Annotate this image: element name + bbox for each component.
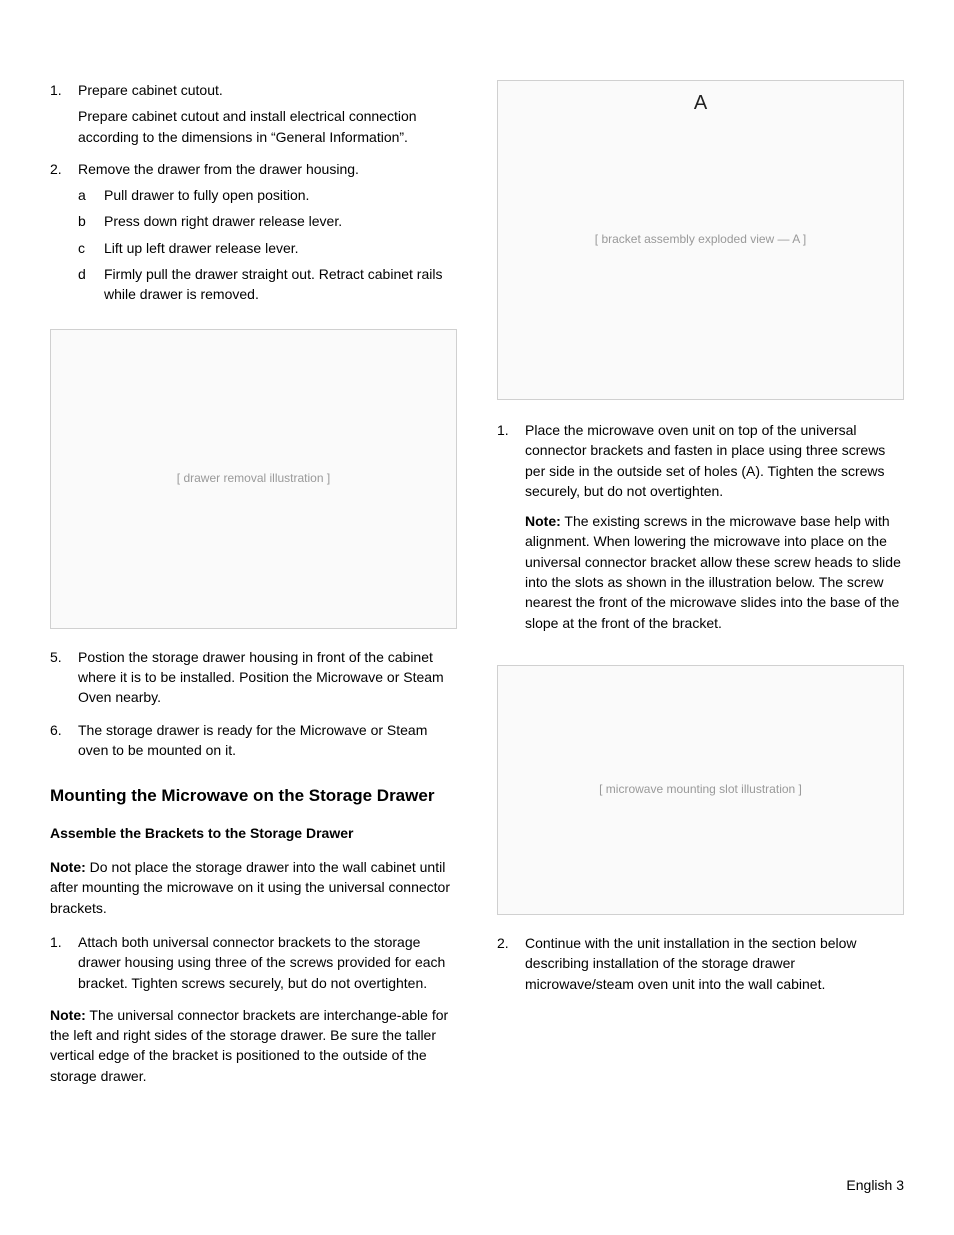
step-number: 1. xyxy=(497,420,525,647)
substep-letter: c xyxy=(78,238,104,258)
bracket-steps-list: 1. Attach both universal connector brack… xyxy=(50,932,457,993)
step-body: Remove the drawer from the drawer housin… xyxy=(78,159,457,311)
step-number: 1. xyxy=(50,80,78,147)
step-number: 1. xyxy=(50,932,78,993)
note-text: Do not place the storage drawer into the… xyxy=(50,859,450,916)
figure-alt-text: [ drawer removal illustration ] xyxy=(177,470,330,487)
substep-letter: d xyxy=(78,264,104,305)
step-subtext: Prepare cabinet cutout and install elect… xyxy=(78,106,457,147)
list-item: a Pull drawer to fully open position. xyxy=(78,185,457,205)
note-text: The existing screws in the microwave bas… xyxy=(525,513,901,630)
list-item: b Press down right drawer release lever. xyxy=(78,211,457,231)
subsection-heading: Assemble the Brackets to the Storage Dra… xyxy=(50,823,457,843)
step-text: Postion the storage drawer housing in fr… xyxy=(78,647,457,708)
section-heading: Mounting the Microwave on the Storage Dr… xyxy=(50,784,457,809)
step-body: Place the microwave oven unit on top of … xyxy=(525,420,904,647)
substep-text: Lift up left drawer release lever. xyxy=(104,238,457,258)
list-item: 5. Postion the storage drawer housing in… xyxy=(50,647,457,708)
step-number: 5. xyxy=(50,647,78,708)
list-item: 1. Attach both universal connector brack… xyxy=(50,932,457,993)
substep-letter: a xyxy=(78,185,104,205)
right-column: A [ bracket assembly exploded view — A ]… xyxy=(497,80,904,1100)
position-steps-list: 5. Postion the storage drawer housing in… xyxy=(50,647,457,760)
list-item: 2. Continue with the unit installation i… xyxy=(497,933,904,994)
substep-text: Firmly pull the drawer straight out. Ret… xyxy=(104,264,457,305)
slot-alignment-figure: [ microwave mounting slot illustration ] xyxy=(497,665,904,915)
bracket-assembly-figure: A [ bracket assembly exploded view — A ] xyxy=(497,80,904,400)
step-number: 2. xyxy=(50,159,78,311)
note-paragraph: Note: The universal connector brackets a… xyxy=(50,1005,457,1086)
list-item: 2. Remove the drawer from the drawer hou… xyxy=(50,159,457,311)
note-label: Note: xyxy=(50,859,86,875)
step-body: Prepare cabinet cutout. Prepare cabinet … xyxy=(78,80,457,147)
step-text: Remove the drawer from the drawer housin… xyxy=(78,161,359,177)
step-number: 6. xyxy=(50,720,78,761)
mount-steps-list: 1. Place the microwave oven unit on top … xyxy=(497,420,904,647)
list-item: 1. Prepare cabinet cutout. Prepare cabin… xyxy=(50,80,457,147)
note-text: The universal connector brackets are int… xyxy=(50,1007,448,1084)
list-item: d Firmly pull the drawer straight out. R… xyxy=(78,264,457,305)
list-item: 1. Place the microwave oven unit on top … xyxy=(497,420,904,647)
step-text: Continue with the unit installation in t… xyxy=(525,933,904,994)
list-item: c Lift up left drawer release lever. xyxy=(78,238,457,258)
substep-letter: b xyxy=(78,211,104,231)
note-paragraph: Note: The existing screws in the microwa… xyxy=(525,511,904,633)
drawer-removal-figure: [ drawer removal illustration ] xyxy=(50,329,457,629)
list-item: 6. The storage drawer is ready for the M… xyxy=(50,720,457,761)
figure-alt-text: [ microwave mounting slot illustration ] xyxy=(599,781,802,798)
page-footer: English 3 xyxy=(846,1175,904,1195)
step-number: 2. xyxy=(497,933,525,994)
figure-alt-text: [ bracket assembly exploded view — A ] xyxy=(595,231,806,248)
note-paragraph: Note: Do not place the storage drawer in… xyxy=(50,857,457,918)
prep-steps-list: 1. Prepare cabinet cutout. Prepare cabin… xyxy=(50,80,457,311)
note-label: Note: xyxy=(525,513,561,529)
figure-label-a: A xyxy=(694,89,707,118)
left-column: 1. Prepare cabinet cutout. Prepare cabin… xyxy=(50,80,457,1100)
two-column-layout: 1. Prepare cabinet cutout. Prepare cabin… xyxy=(50,80,904,1100)
note-label: Note: xyxy=(50,1007,86,1023)
continue-steps-list: 2. Continue with the unit installation i… xyxy=(497,933,904,994)
step-text: Prepare cabinet cutout. xyxy=(78,82,223,98)
substep-text: Pull drawer to fully open position. xyxy=(104,185,457,205)
step-text: Attach both universal connector brackets… xyxy=(78,932,457,993)
substeps-list: a Pull drawer to fully open position. b … xyxy=(78,185,457,304)
step-text: The storage drawer is ready for the Micr… xyxy=(78,720,457,761)
substep-text: Press down right drawer release lever. xyxy=(104,211,457,231)
step-text: Place the microwave oven unit on top of … xyxy=(525,422,885,499)
